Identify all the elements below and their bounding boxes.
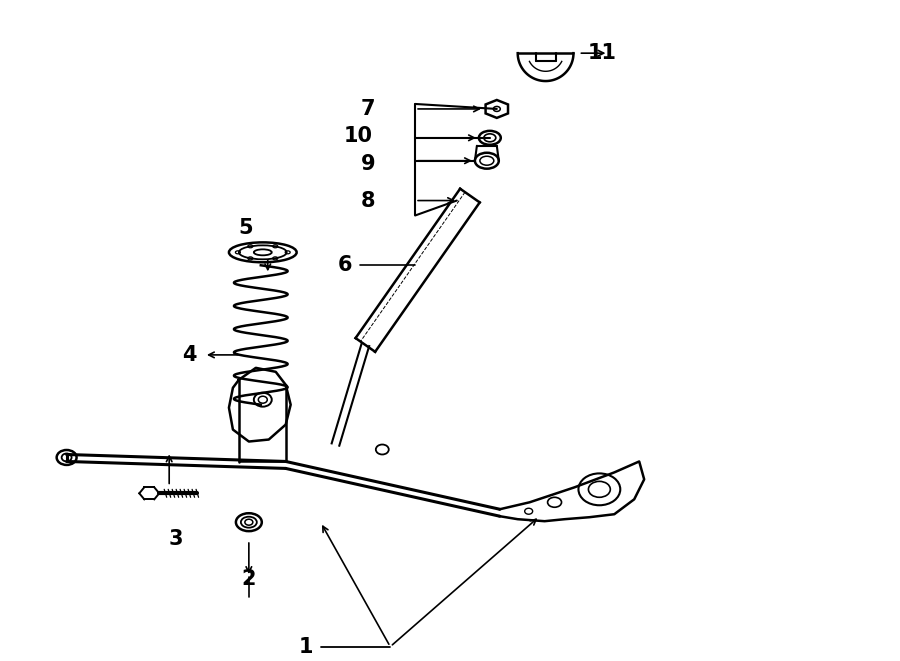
Text: 11: 11 [588,43,617,63]
Text: 10: 10 [344,126,373,146]
Text: 3: 3 [169,529,184,549]
Text: 2: 2 [241,569,256,589]
Text: 9: 9 [361,154,375,174]
Text: 1: 1 [299,637,313,656]
Text: 4: 4 [182,345,196,365]
Text: 5: 5 [238,218,253,239]
Text: 8: 8 [361,190,375,211]
Text: 7: 7 [361,99,375,119]
Text: 6: 6 [338,255,353,275]
